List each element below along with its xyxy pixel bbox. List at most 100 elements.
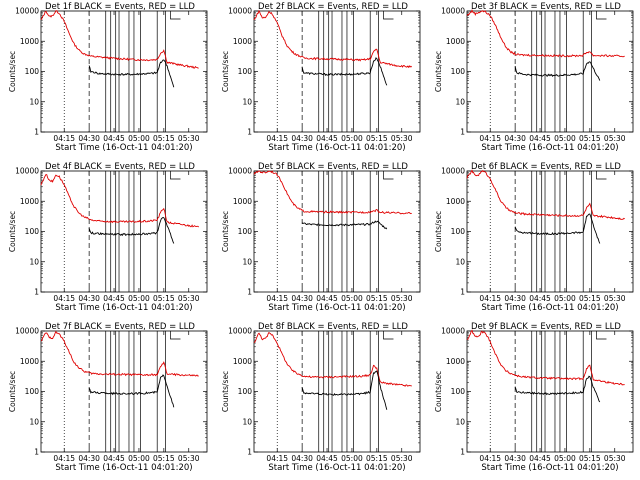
plot-frame [466,10,634,133]
y-tick-label: 1 [34,288,39,297]
y-tick-label: 10000 [15,7,39,16]
detector-panel: Det 2f BLACK = Events, RED = LLD 1 10 100 10… [221,2,421,153]
x-tick-label: 05:30 [391,294,413,303]
events-series [301,220,388,230]
y-tick-label: 10 [455,417,465,426]
y-tick-label: 1000 [233,357,252,366]
x-axis-label: Start Time (16-Oct-11 04:01:20) [481,143,618,153]
x-tick-label: 05:30 [391,134,413,143]
y-tick-label: 10 [455,97,465,106]
y-tick-label: 1 [460,288,465,297]
y-tick-label: 10000 [15,167,39,176]
lld-series [40,10,199,69]
x-axis-label: Start Time (16-Oct-11 04:01:20) [268,463,405,473]
panel-title: Det 1f BLACK = Events, RED = LLD [45,2,195,12]
y-tick-label: 1000 [20,357,39,366]
panel-title: Det 6f BLACK = Events, RED = LLD [471,162,621,172]
y-tick-label: 10000 [441,167,465,176]
x-tick-label: 04:45 [529,294,551,303]
x-axis-label: Start Time (16-Oct-11 04:01:20) [55,143,192,153]
detector-panel: Det 4f BLACK = Events, RED = LLD 1 10 100 10… [8,162,208,313]
y-tick-label: 100 [451,387,466,396]
x-tick-label: 04:45 [103,134,125,143]
panel-title: Det 3f BLACK = Events, RED = LLD [471,2,621,12]
plot-frame [253,10,421,133]
y-tick-label: 10 [29,417,39,426]
x-tick-label: 05:15 [366,454,388,463]
y-tick-label: 10000 [228,327,252,336]
x-axis-label: Start Time (16-Oct-11 04:01:20) [481,463,618,473]
panel-title: Det 2f BLACK = Events, RED = LLD [258,2,408,12]
x-tick-label: 04:15 [479,454,501,463]
lld-series [41,330,199,377]
plot-frame [466,330,634,453]
x-tick-label: 05:00 [128,294,150,303]
x-tick-label: 04:30 [291,294,313,303]
y-axis-label: Counts/sec [221,211,230,252]
x-tick-label: 04:45 [529,134,551,143]
y-axis-label: Counts/sec [221,371,230,412]
y-tick-label: 10 [242,257,252,266]
x-tick-label: 04:15 [479,294,501,303]
x-tick-label: 05:15 [153,294,175,303]
saa-box-marker [170,331,181,340]
saa-box-marker [170,171,181,180]
lld-series [466,9,625,58]
x-tick-label: 04:45 [316,134,338,143]
events-series [88,59,175,88]
events-series [514,375,601,403]
saa-box-marker [596,331,607,340]
detector-panel: Det 1f BLACK = Events, RED = LLD 1 10 100 10… [8,2,208,153]
x-tick-label: 04:30 [291,134,313,143]
x-tick-label: 05:30 [178,134,200,143]
panel-title: Det 4f BLACK = Events, RED = LLD [45,162,195,172]
x-tick-label: 04:15 [53,294,75,303]
x-tick-label: 04:45 [103,294,125,303]
plot-frame [40,330,208,453]
y-tick-label: 1000 [233,37,252,46]
y-tick-label: 10 [29,257,39,266]
y-tick-label: 100 [25,227,40,236]
x-tick-label: 05:15 [579,294,601,303]
saa-box-marker [383,331,394,340]
y-tick-label: 10 [242,417,252,426]
panel-title: Det 8f BLACK = Events, RED = LLD [258,322,408,332]
x-tick-label: 05:00 [341,454,363,463]
y-tick-label: 100 [238,227,253,236]
x-tick-label: 05:00 [341,294,363,303]
x-tick-label: 04:15 [479,134,501,143]
x-axis-label: Start Time (16-Oct-11 04:01:20) [481,303,618,313]
y-tick-label: 10 [242,97,252,106]
events-series [514,213,601,244]
panel-title: Det 5f BLACK = Events, RED = LLD [258,162,408,172]
x-tick-label: 04:15 [266,294,288,303]
saa-box-marker [170,11,181,20]
plot-frame [40,10,208,133]
plot-frame [253,330,421,453]
x-tick-label: 04:30 [78,454,100,463]
x-tick-label: 05:00 [128,454,150,463]
panel-title: Det 9f BLACK = Events, RED = LLD [471,322,621,332]
lld-series [253,331,412,387]
saa-box-marker [596,171,607,180]
x-tick-label: 05:30 [178,294,200,303]
saa-box-marker [383,171,394,180]
y-axis-label: Counts/sec [434,51,443,92]
panel-title: Det 7f BLACK = Events, RED = LLD [45,322,195,332]
y-tick-label: 100 [238,67,253,76]
y-axis-label: Counts/sec [8,371,17,412]
lld-series [466,169,625,220]
y-tick-label: 100 [451,227,466,236]
x-tick-label: 05:00 [554,134,576,143]
x-tick-label: 04:30 [291,454,313,463]
y-axis-label: Counts/sec [8,211,17,252]
x-tick-label: 04:45 [529,454,551,463]
x-tick-label: 04:15 [266,134,288,143]
x-tick-label: 05:15 [153,134,175,143]
detector-panel: Det 3f BLACK = Events, RED = LLD 1 10 100 10… [434,2,634,153]
x-tick-label: 04:15 [53,454,75,463]
y-tick-label: 1000 [233,197,252,206]
events-series [88,217,175,244]
y-axis-label: Counts/sec [434,371,443,412]
